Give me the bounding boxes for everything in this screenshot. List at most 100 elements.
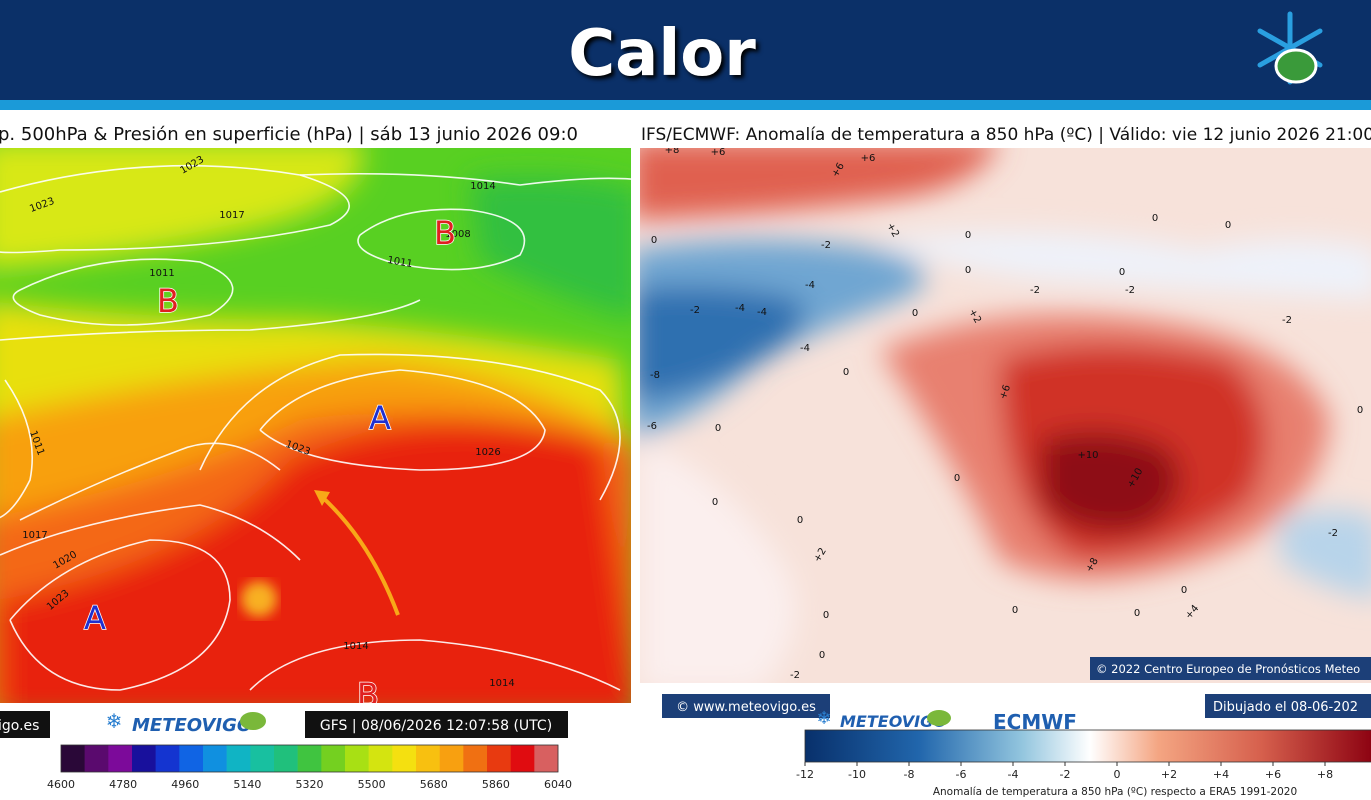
leaf bbox=[1274, 48, 1318, 84]
contour-label: -8 bbox=[650, 370, 660, 381]
warm-spot bbox=[241, 581, 277, 617]
colorbar-step bbox=[487, 745, 511, 772]
drawn-box bbox=[1205, 694, 1371, 718]
colorbar-tick-label: 5680 bbox=[420, 778, 448, 791]
contour-label: 0 bbox=[651, 235, 657, 246]
colorbar-tick-label: 4780 bbox=[109, 778, 137, 791]
contour-label: -2 bbox=[1030, 285, 1040, 296]
site-label: © www.meteovigo.es bbox=[676, 700, 816, 715]
flow-arrow bbox=[318, 493, 400, 616]
colorbar-tick-label: 5500 bbox=[358, 778, 386, 791]
contour-label: 0 bbox=[715, 423, 721, 434]
colorbar-step bbox=[321, 745, 346, 772]
isobar-label: 1017 bbox=[22, 530, 47, 541]
colorbar-step bbox=[297, 745, 322, 772]
contour-label: 0 bbox=[819, 650, 825, 661]
contour-label: 0 bbox=[965, 230, 971, 241]
colorbar-tick-label: +8 bbox=[1317, 768, 1333, 781]
contour-label: 0 bbox=[954, 473, 960, 484]
pressure-center: A bbox=[369, 399, 391, 437]
contour-label: 0 bbox=[823, 610, 829, 621]
contour-label: 0 bbox=[912, 308, 918, 319]
snowflake-mark: ❄ bbox=[106, 709, 123, 733]
drawn-label: Dibujado el 08-06-202 bbox=[1213, 700, 1358, 715]
copyright-box bbox=[1090, 657, 1371, 680]
colorbar-tick-label: -8 bbox=[904, 768, 915, 781]
isobar-label: 1011 bbox=[386, 255, 413, 270]
colorbar-tick-label: +2 bbox=[1161, 768, 1177, 781]
colorbar-step bbox=[179, 745, 204, 772]
contour-label: +6 bbox=[861, 153, 876, 164]
height-field bbox=[0, 148, 631, 703]
contour-label: 0 bbox=[1181, 585, 1187, 596]
colorbar-tick-label: 6040 bbox=[544, 778, 572, 791]
isobar-label: 1026 bbox=[475, 447, 500, 458]
logo-icon bbox=[1257, 11, 1323, 85]
contour-label: -2 bbox=[821, 240, 831, 251]
contour-label: 0 bbox=[1134, 608, 1140, 619]
colorbar-step bbox=[416, 745, 440, 772]
contour-label: -2 bbox=[1282, 315, 1292, 326]
colorbar-tick-label: 0 bbox=[1114, 768, 1121, 781]
contour-label: -2 bbox=[690, 305, 700, 316]
colorbar-step bbox=[510, 745, 535, 772]
colorbar-tick-label: 4960 bbox=[171, 778, 199, 791]
contour-label: 0 bbox=[965, 265, 971, 276]
colorbar-step bbox=[345, 745, 369, 772]
contour-label: 0 bbox=[1225, 220, 1231, 231]
colorbar-tick-label: 4600 bbox=[47, 778, 75, 791]
isobar-label: 1017 bbox=[219, 210, 244, 221]
colorbar-step bbox=[155, 745, 180, 772]
contour-label: -4 bbox=[800, 343, 810, 354]
isobars bbox=[0, 164, 631, 691]
header-bar bbox=[0, 0, 1371, 100]
left-colorbar: 4600 4780 4960 5140 5320 5500 5680 5860 6040 bbox=[47, 744, 572, 791]
colorbar-step bbox=[226, 745, 251, 772]
snowflake-mark: ❄ bbox=[816, 708, 831, 729]
colorbar-step bbox=[108, 745, 133, 772]
colorbar-tick-label: -2 bbox=[1060, 768, 1071, 781]
contour-label: 0 bbox=[1119, 267, 1125, 278]
flow-arrowhead bbox=[314, 490, 330, 506]
title-separator bbox=[631, 118, 641, 148]
colorbar-step bbox=[368, 745, 393, 772]
site-label: igo.es bbox=[0, 718, 39, 734]
right-map-title: IFS/ECMWF: Anomalía de temperatura a 850… bbox=[641, 125, 1371, 145]
colorbar-tick-label: 5140 bbox=[233, 778, 261, 791]
pressure-center: B bbox=[357, 676, 379, 714]
site-box bbox=[0, 711, 50, 738]
site-box bbox=[662, 694, 830, 718]
contour-label: 0 bbox=[843, 367, 849, 378]
colorbar-tick-label: +4 bbox=[1213, 768, 1229, 781]
contour-label: +6 bbox=[711, 147, 726, 158]
right-colorbar-ticks: -12-10-8-6-4-20+2+4+6+8+ bbox=[796, 762, 1333, 781]
contour-label: +10 bbox=[1077, 450, 1098, 461]
isobar-label: 1008 bbox=[445, 229, 470, 240]
colorbar-tick-label: -12 bbox=[796, 768, 814, 781]
contour-label: -4 bbox=[735, 303, 745, 314]
pressure-center: B bbox=[157, 282, 179, 320]
contour-label: +6 bbox=[998, 383, 1013, 401]
run-box bbox=[305, 711, 568, 738]
contour-label: 0 bbox=[1357, 405, 1363, 416]
contour-label: -4 bbox=[757, 307, 767, 318]
isobar-label: 1014 bbox=[489, 678, 514, 689]
colorbar-tick-label: -10 bbox=[848, 768, 866, 781]
colorbar-tick-label: +6 bbox=[1265, 768, 1281, 781]
isobar-label: 1014 bbox=[343, 641, 368, 652]
contour-label: 0 bbox=[712, 497, 718, 508]
header-stripe bbox=[0, 100, 1371, 110]
contour-label: -2 bbox=[790, 670, 800, 681]
leaf bbox=[240, 712, 266, 730]
right-map: +8 +6+6+6+2 000-200 0-2 -2-4-2 -4 -4-40 +2 -2-8 0… bbox=[640, 145, 1371, 683]
contour-label: -2 bbox=[1328, 528, 1338, 539]
brand-logo: METEOVIGO bbox=[132, 715, 252, 736]
colorbar-tick-label: -4 bbox=[1008, 768, 1019, 781]
anomaly-field bbox=[640, 148, 1371, 683]
contour-label: +8 bbox=[665, 145, 680, 156]
colorbar-step bbox=[250, 745, 275, 772]
contour-label: 0 bbox=[1012, 605, 1018, 616]
copyright: © 2022 Centro Europeo de Pronósticos Met… bbox=[1096, 662, 1360, 676]
